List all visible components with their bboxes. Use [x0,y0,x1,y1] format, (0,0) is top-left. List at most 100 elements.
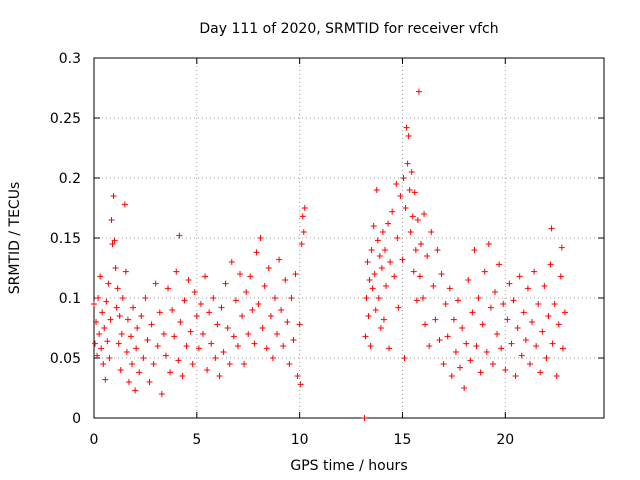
data-point [424,253,431,259]
data-point [249,307,256,313]
data-point [469,309,476,316]
data-point [420,295,427,301]
data-point [459,325,466,331]
data-point [531,268,538,275]
data-point [510,297,517,304]
data-points [91,88,568,421]
data-point [438,271,445,277]
data-point [102,376,109,383]
data-point [292,271,299,277]
data-point [301,205,308,211]
data-point [397,193,404,199]
data-point [446,285,453,292]
data-point [461,385,468,391]
data-point [222,280,229,287]
data-point [263,345,270,352]
data-point [125,379,132,385]
data-point [432,316,439,323]
data-point [463,340,470,347]
data-point [100,361,107,367]
data-point [111,237,118,244]
data-point [555,321,562,328]
data-point [520,309,527,316]
data-point [171,333,178,340]
data-point [160,331,167,337]
data-point [278,307,285,313]
data-point [134,325,141,331]
data-point [130,304,137,311]
data-point [410,268,417,275]
data-point [98,345,105,352]
data-point [150,361,157,367]
data-point [99,309,106,316]
data-point [138,313,145,319]
data-point [257,235,264,241]
data-point [216,373,223,379]
data-point [465,277,472,283]
data-point [498,345,505,352]
data-point [378,265,385,271]
data-point [473,343,480,349]
data-point [448,373,455,379]
data-point [189,361,196,367]
data-point [406,187,413,193]
data-point [365,313,372,319]
data-point [290,337,297,343]
data-point [202,273,209,280]
data-point [483,349,490,355]
data-point [230,333,237,340]
data-point [176,232,183,239]
data-point [457,364,464,371]
data-point [409,213,416,220]
data-point [508,340,515,347]
data-point [247,273,254,280]
data-point [282,277,289,283]
data-point [364,259,371,265]
data-point [92,340,99,347]
data-point [543,355,550,361]
data-point [408,169,415,175]
data-point [526,361,533,367]
data-point [146,379,153,385]
data-point [547,261,554,268]
data-point [372,307,379,313]
data-point [91,301,97,307]
data-point [276,256,283,263]
data-point [255,301,262,307]
data-point [152,280,159,287]
data-point [299,213,306,220]
data-point [103,298,110,305]
data-point [485,241,492,247]
data-point [271,295,278,301]
data-point [204,367,211,373]
data-point [129,361,136,367]
data-point [144,337,151,343]
data-point [421,211,428,217]
data-point [142,295,149,301]
data-point [400,175,407,181]
data-point [545,313,552,319]
data-point [426,343,433,349]
data-point [376,253,383,259]
data-point [548,225,555,232]
data-point [162,352,169,359]
data-point [122,268,129,275]
data-point [128,333,135,340]
data-point [380,316,387,323]
data-point [391,273,398,280]
data-point [185,277,192,283]
data-point [393,181,400,187]
chart-title: Day 111 of 2020, SRMTID for receiver vfc… [199,21,498,37]
data-point [267,313,274,319]
data-point [524,285,531,292]
data-point [494,331,501,337]
data-point [96,331,103,337]
data-point [471,247,478,253]
data-point [148,321,155,328]
data-point [537,369,544,376]
data-point [107,316,114,323]
data-point [288,295,295,301]
data-point [296,321,303,328]
data-point [551,301,558,307]
data-point [487,304,494,311]
